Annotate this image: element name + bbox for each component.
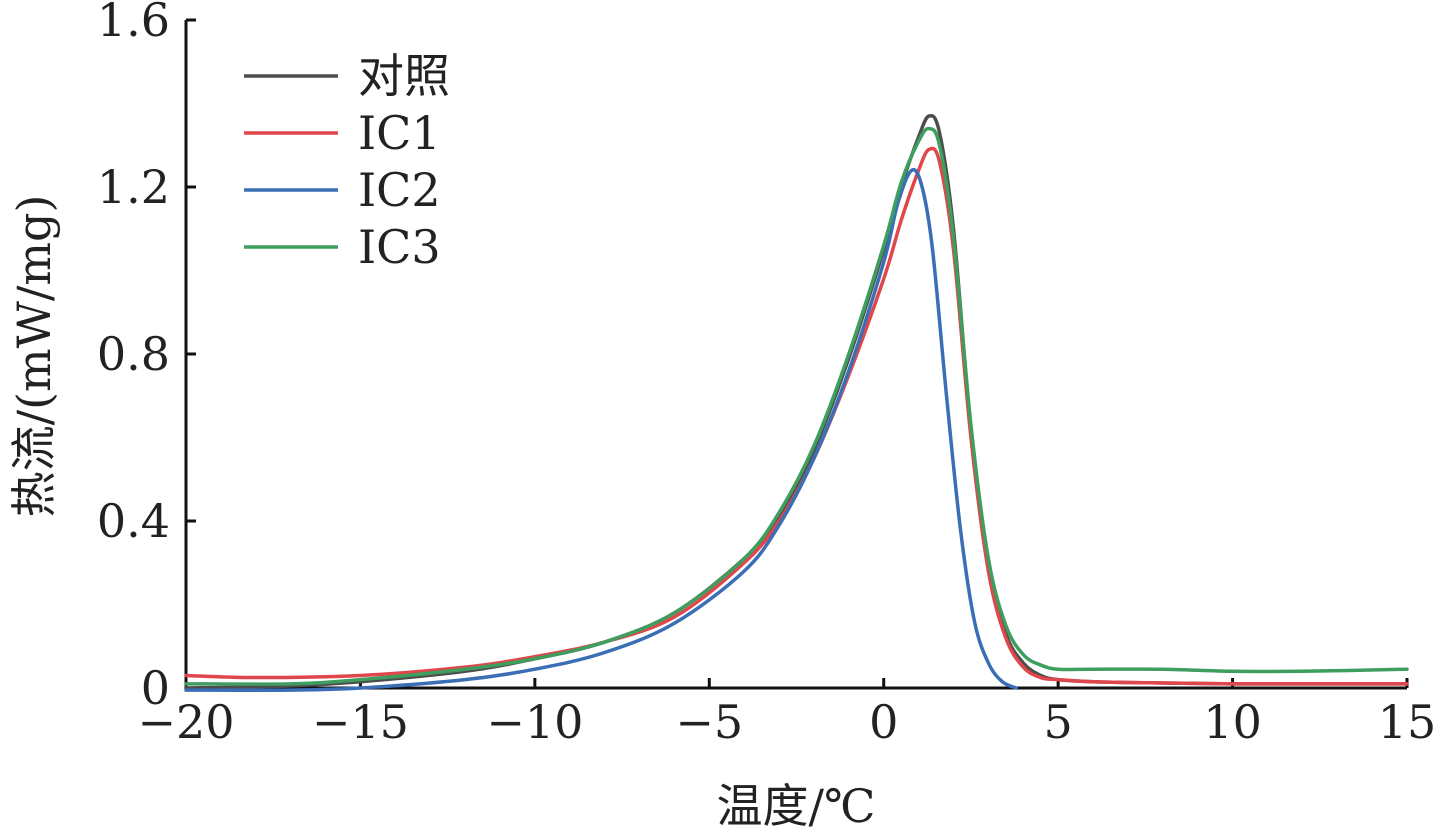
x-axis-title: 温度/℃ xyxy=(717,779,876,830)
x-tick-label: 10 xyxy=(1203,695,1262,749)
legend-label: IC2 xyxy=(358,163,441,217)
legend-label: IC3 xyxy=(358,220,441,274)
legend-label: IC1 xyxy=(358,106,441,160)
y-axis-title: 热流/(mW/mg) xyxy=(7,195,61,518)
x-tick-label: 5 xyxy=(1044,695,1073,749)
y-tick-label: 1.2 xyxy=(97,160,170,214)
x-tick-label: −15 xyxy=(312,695,409,749)
series-line-3 xyxy=(184,167,1019,692)
series-layer xyxy=(184,113,1409,692)
legend-label: 对照 xyxy=(358,49,450,103)
x-tick-label: −10 xyxy=(486,695,583,749)
y-tick-label: 1.6 xyxy=(97,0,170,47)
y-tick-label: 0 xyxy=(141,661,170,715)
axes: −20 −15 −10 −5 0 5 10 15 0 0.4 0.8 1.2 1.6 xyxy=(97,0,1434,749)
x-tick-label: −20 xyxy=(137,695,234,749)
y-tick-label: 0.4 xyxy=(97,494,170,548)
x-tick-label: 15 xyxy=(1378,695,1434,749)
x-tick-label: −5 xyxy=(675,695,743,749)
y-tick-label: 0.8 xyxy=(97,327,170,381)
series-line-4 xyxy=(184,126,1409,686)
x-tick-label: 0 xyxy=(869,695,898,749)
